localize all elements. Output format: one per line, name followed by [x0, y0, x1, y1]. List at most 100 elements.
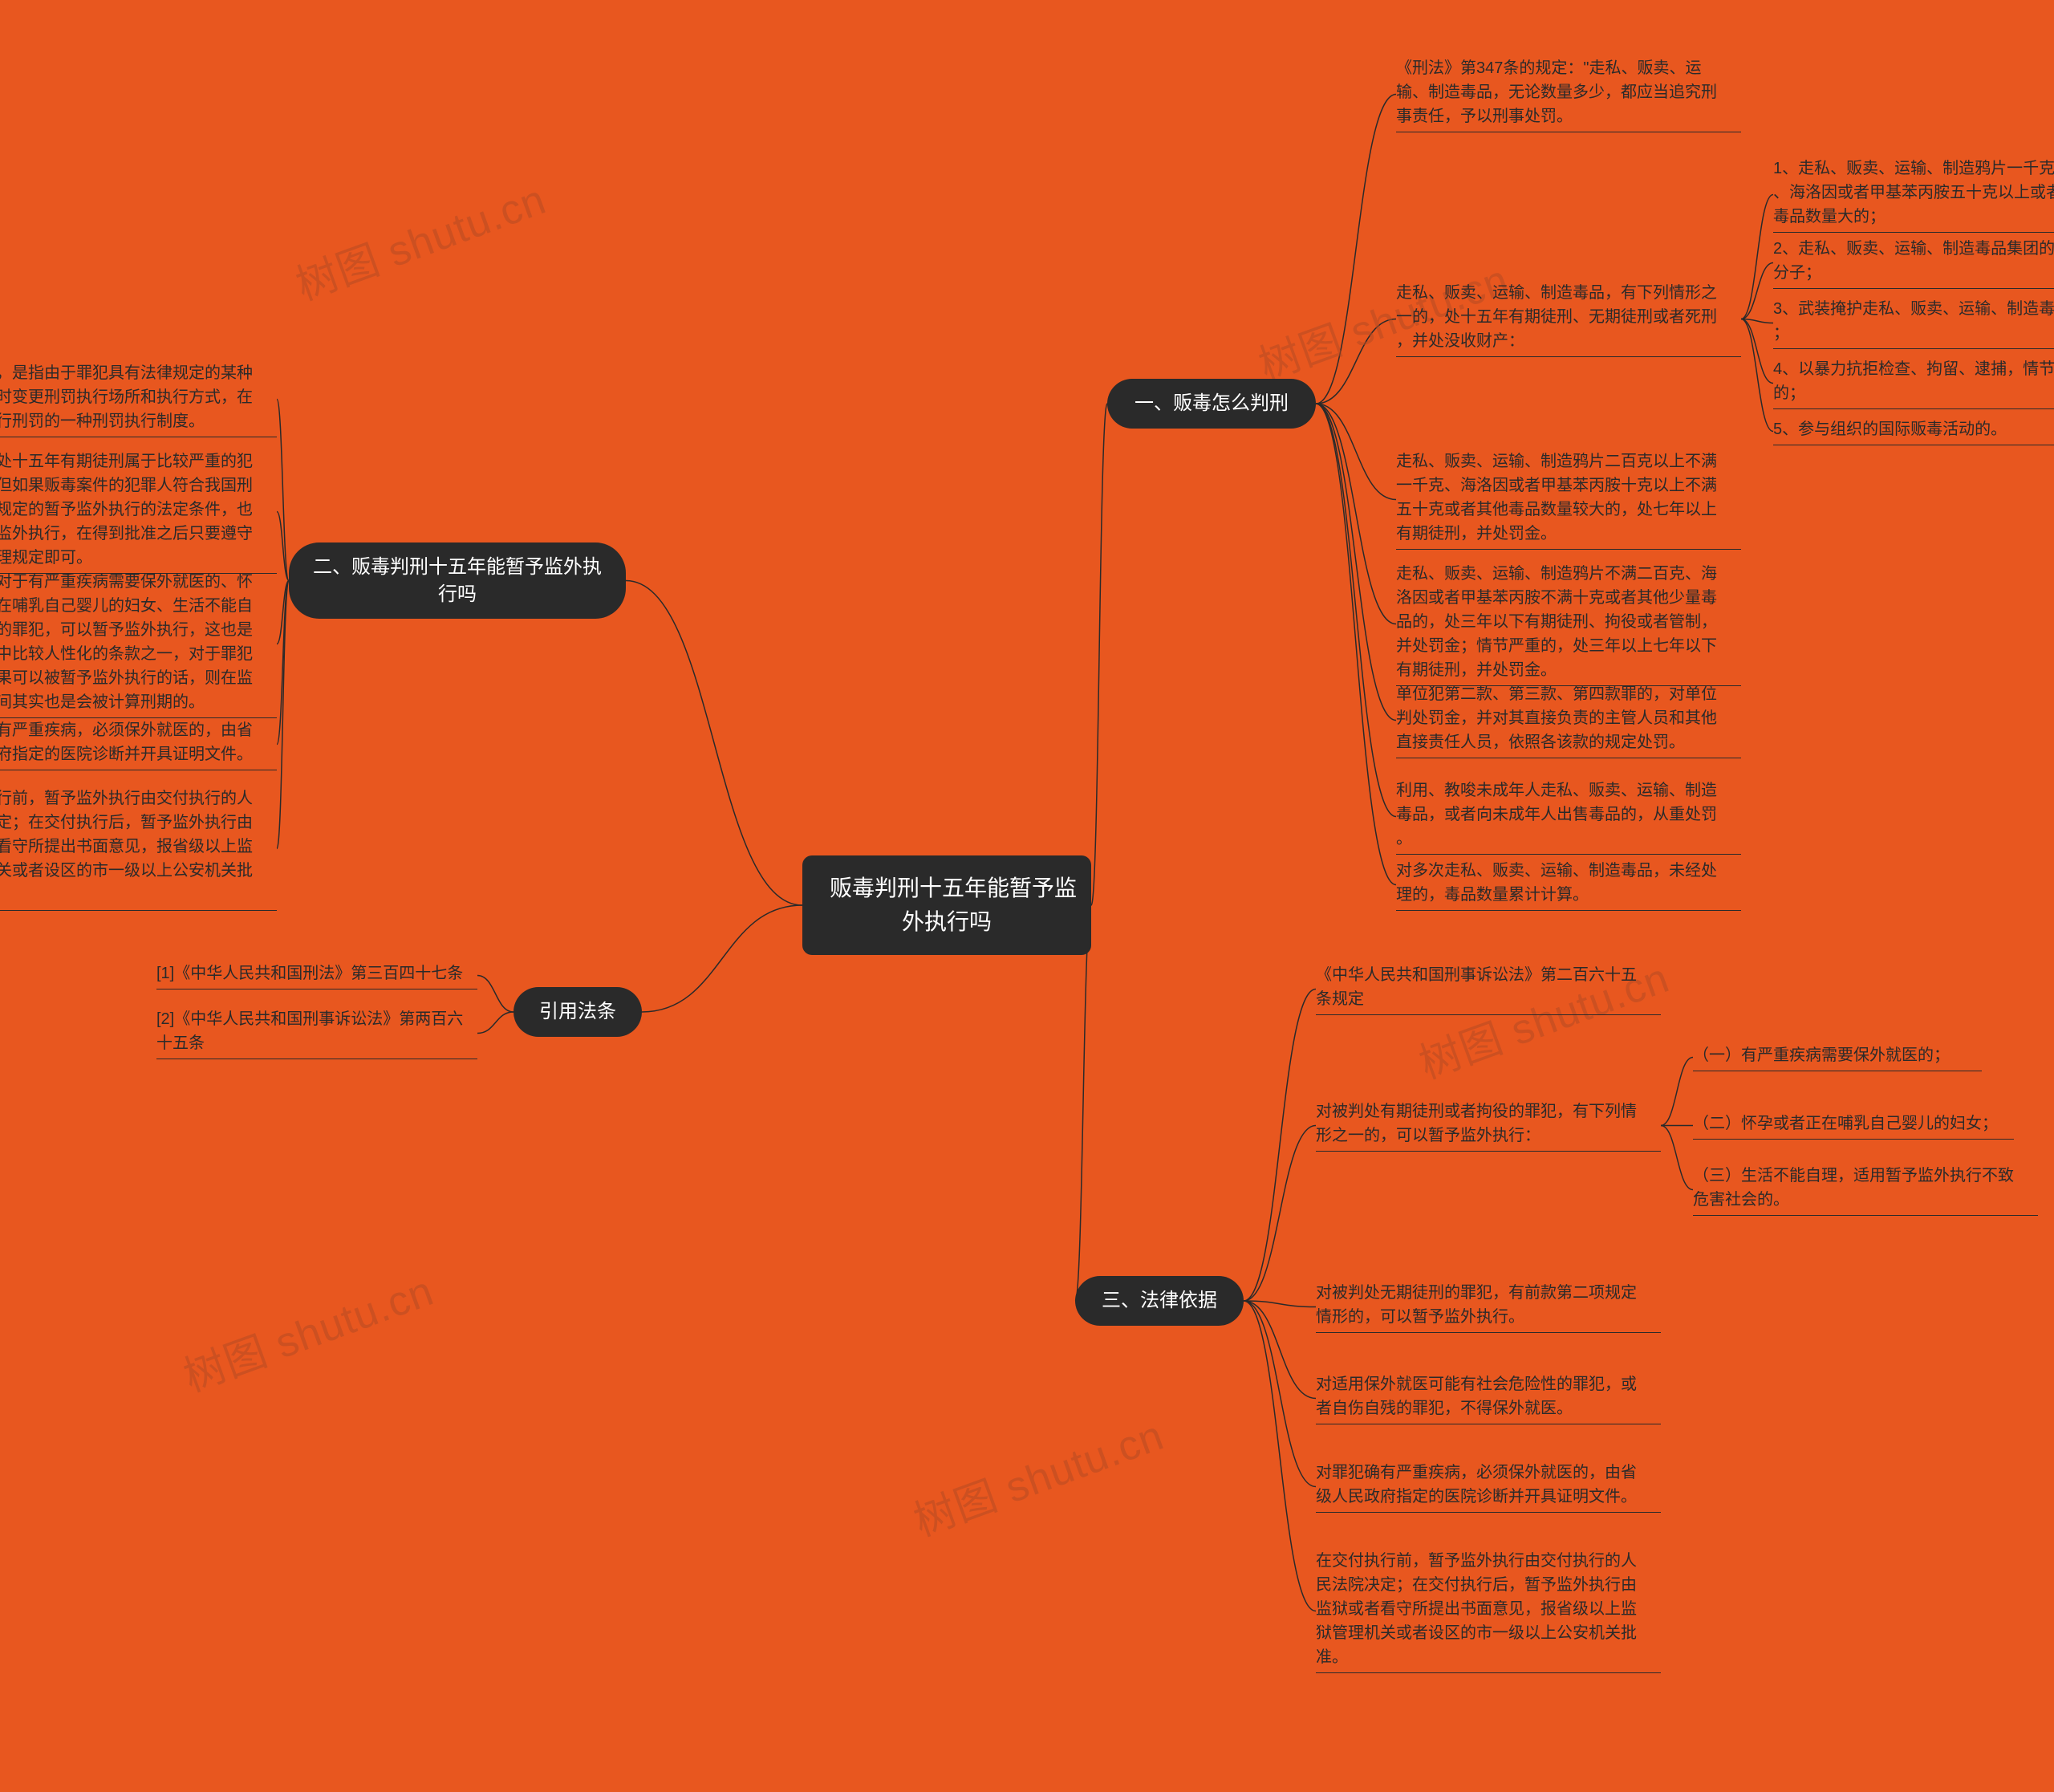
node-text: 并处罚金；情节严重的，处三年以上七年以下: [1396, 637, 1717, 655]
leaf-node[interactable]: 4、以暴力抗拒检查、拘留、逮捕，情节严重的；: [1773, 357, 2054, 409]
node-text: 准。: [1316, 1648, 1348, 1666]
node-text: 一、贩毒怎么判刑: [1135, 392, 1289, 414]
node-text: 引用法条: [539, 1001, 616, 1022]
watermark: 树图 shutu.cn: [904, 1402, 1171, 1548]
leaf-node[interactable]: 在交付执行前，暂予监外执行由交付执行的人民法院决定；在交付执行后，暂予监外执行由…: [1316, 1549, 1661, 1673]
node-text: 有期徒刑，并处罚金。: [1396, 525, 1557, 542]
node-text: 形之一的，可以暂予监外执行：: [1316, 1127, 1540, 1144]
node-text: 罪行为，但如果贩毒案件的犯罪人符合我国刑: [0, 477, 253, 494]
node-text: 外执行期间其实也是会被计算刑期的。: [0, 693, 205, 711]
leaf-node[interactable]: 在交付执行前，暂予监外执行由交付执行的人民法院决定；在交付执行后，暂予监外执行由…: [0, 786, 277, 911]
node-text: 利用、教唆未成年人走私、贩卖、运输、制造: [1396, 782, 1717, 799]
node-text: 情形的，可以暂予监外执行。: [1316, 1308, 1524, 1326]
node-text: 分子；: [1773, 264, 1821, 282]
leaf-node[interactable]: 单位犯第二款、第三款、第四款罪的，对单位判处罚金，并对其直接负责的主管人员和其他…: [1396, 682, 1741, 758]
node-text: 、海洛因或者甲基苯丙胺五十克以上或者其他: [1773, 184, 2054, 201]
node-text: 在交付执行前，暂予监外执行由交付执行的人: [0, 790, 253, 807]
node-text: 走私、贩卖、运输、制造鸦片二百克以上不满: [1396, 453, 1717, 470]
node-text: 相关的管理规定即可。: [0, 549, 92, 567]
branch-node[interactable]: 一、贩毒怎么判刑: [1107, 379, 1316, 429]
leaf-node[interactable]: 对罪犯确有严重疾病，必须保外就医的，由省级人民政府指定的医院诊断并开具证明文件。: [1316, 1461, 1661, 1513]
node-text: 民法院决定；在交付执行后，暂予监外执行由: [0, 814, 253, 831]
leaf-node[interactable]: [2]《中华人民共和国刑事诉讼法》第两百六十五条: [156, 1007, 477, 1059]
leaf-node[interactable]: 利用、教唆未成年人走私、贩卖、运输、制造毒品，或者向未成年人出售毒品的，从重处罚…: [1396, 778, 1741, 855]
node-text: 毒品，或者向未成年人出售毒品的，从重处罚: [1396, 806, 1717, 823]
node-text: 的；: [1773, 384, 1805, 402]
node-text: 对被判处无期徒刑的罪犯，有前款第二项规定: [1316, 1284, 1637, 1302]
leaf-node[interactable]: 对适用保外就医可能有社会危险性的罪犯，或者自伤自残的罪犯，不得保外就医。: [1316, 1372, 1661, 1424]
leaf-node[interactable]: 对罪犯确有严重疾病，必须保外就医的，由省级人民政府指定的医院诊断并开具证明文件。: [0, 718, 277, 770]
node-text: 走私、贩卖、运输、制造鸦片不满二百克、海: [1396, 565, 1717, 583]
node-text: 我国法律中比较人性化的条款之一，对于罪犯: [0, 645, 253, 663]
node-text: 洛因或者甲基苯丙胺不满十克或者其他少量毒: [1396, 589, 1717, 607]
node-text: （一）有严重疾病需要保外就医的；: [1693, 1046, 1950, 1064]
leaf-node[interactable]: 3、武装掩护走私、贩卖、运输、制造毒品的；: [1773, 297, 2054, 349]
leaf-node[interactable]: 走私、贩卖、运输、制造鸦片不满二百克、海洛因或者甲基苯丙胺不满十克或者其他少量毒…: [1396, 562, 1741, 686]
node-text: 民法院决定；在交付执行后，暂予监外执行由: [1316, 1576, 1637, 1594]
leaf-node[interactable]: 《中华人民共和国刑事诉讼法》第二百六十五条规定: [1316, 963, 1661, 1015]
mindmap-canvas: 树图 shutu.cn树图 shutu.cn树图 shutu.cn树图 shut…: [0, 0, 2054, 1792]
leaf-node[interactable]: 走私、贩卖、运输、制造鸦片二百克以上不满一千克、海洛因或者甲基苯丙胺十克以上不满…: [1396, 449, 1741, 550]
node-text: 理的，毒品数量累计计算。: [1396, 886, 1589, 904]
node-text: 对被判处有期徒刑或者拘役的罪犯，有下列情: [1316, 1103, 1637, 1120]
node-text: 直接责任人员，依照各该款的规定处罚。: [1396, 733, 1685, 751]
leaf-node[interactable]: （二）怀孕或者正在哺乳自己婴儿的妇女；: [1693, 1111, 2014, 1140]
node-text: 十五条: [156, 1034, 205, 1052]
leaf-node[interactable]: 2、走私、贩卖、运输、制造毒品集团的首要分子；: [1773, 237, 2054, 289]
node-text: 孕或者正在哺乳自己婴儿的妇女、生活不能自: [0, 597, 253, 615]
leaf-node[interactable]: 对被判处有期徒刑或者拘役的罪犯，有下列情形之一的，可以暂予监外执行：: [1316, 1099, 1661, 1152]
node-text: 狱管理机关或者设区的市一级以上公安机关批: [0, 862, 253, 880]
node-text: 1、走私、贩卖、运输、制造鸦片一千克以上: [1773, 160, 2054, 177]
node-text: 事责任，予以刑事处罚。: [1396, 108, 1573, 125]
leaf-node[interactable]: 贩毒被判处十五年有期徒刑属于比较严重的犯罪行为，但如果贩毒案件的犯罪人符合我国刑…: [0, 449, 277, 574]
branch-node[interactable]: 三、法律依据: [1075, 1276, 1244, 1326]
node-text: 输、制造毒品，无论数量多少，都应当追究刑: [1396, 83, 1717, 101]
node-text: 5、参与组织的国际贩毒活动的。: [1773, 421, 2007, 438]
node-text: 行吗: [438, 583, 477, 605]
node-text: ，并处没收财产：: [1396, 332, 1524, 350]
node-text: 法律规定对于有严重疾病需要保外就医的、怀: [0, 573, 253, 591]
leaf-node[interactable]: 走私、贩卖、运输、制造毒品，有下列情形之一的，处十五年有期徒刑、无期徒刑或者死刑…: [1396, 281, 1741, 357]
node-text: 条规定: [1316, 990, 1364, 1008]
leaf-node[interactable]: 对被判处无期徒刑的罪犯，有前款第二项规定情形的，可以暂予监外执行。: [1316, 1281, 1661, 1333]
leaf-node[interactable]: [1]《中华人民共和国刑法》第三百四十七条: [156, 961, 477, 989]
node-text: 监狱或者看守所提出书面意见，报省级以上监: [0, 838, 253, 855]
node-text: 《中华人民共和国刑事诉讼法》第二百六十五: [1316, 966, 1637, 984]
node-text: 监狱或者看守所提出书面意见，报省级以上监: [1316, 1600, 1637, 1618]
node-text: 对罪犯确有严重疾病，必须保外就医的，由省: [0, 721, 253, 739]
leaf-node[interactable]: 1、走私、贩卖、运输、制造鸦片一千克以上、海洛因或者甲基苯丙胺五十克以上或者其他…: [1773, 156, 2054, 233]
node-text: 毒品数量大的；: [1773, 208, 1886, 226]
node-text: （二）怀孕或者正在哺乳自己婴儿的妇女；: [1693, 1115, 1998, 1132]
node-text: 在交付执行前，暂予监外执行由交付执行的人: [1316, 1552, 1637, 1570]
leaf-node[interactable]: （三）生活不能自理，适用暂予监外执行不致危害社会的。: [1693, 1164, 2038, 1216]
node-text: 对适用保外就医可能有社会危险性的罪犯，或: [1316, 1375, 1637, 1393]
node-text: 判处罚金，并对其直接负责的主管人员和其他: [1396, 709, 1717, 727]
root-node[interactable]: 贩毒判刑十五年能暂予监外执行吗: [802, 855, 1091, 955]
leaf-node[interactable]: 法律规定对于有严重疾病需要保外就医的、怀孕或者正在哺乳自己婴儿的妇女、生活不能自…: [0, 570, 277, 718]
node-text: 三、法律依据: [1102, 1290, 1217, 1311]
branch-node[interactable]: 引用法条: [514, 987, 642, 1037]
node-text: 狱管理机关或者设区的市一级以上公安机关批: [1316, 1624, 1637, 1642]
node-text: ；: [1773, 324, 1789, 342]
node-text: 有期徒刑，并处罚金。: [1396, 661, 1557, 679]
node-text: 外执行吗: [902, 909, 992, 934]
leaf-node[interactable]: （一）有严重疾病需要保外就医的；: [1693, 1043, 1982, 1071]
watermark: 树图 shutu.cn: [286, 166, 553, 312]
node-text: 单位犯第二款、第三款、第四款罪的，对单位: [1396, 685, 1717, 703]
node-text: 者自伤自残的罪犯，不得保外就医。: [1316, 1400, 1573, 1417]
watermark: 树图 shutu.cn: [174, 1258, 440, 1404]
leaf-node[interactable]: 监外执行，是指由于罪犯具有法律规定的某种情况而暂时变更刑罚执行场所和执行方式，在…: [0, 361, 277, 437]
node-text: [1]《中华人民共和国刑法》第三百四十七条: [156, 965, 463, 982]
leaf-node[interactable]: 5、参与组织的国际贩毒活动的。: [1773, 417, 2054, 445]
node-text: 监狱外执行刑罚的一种刑罚执行制度。: [0, 412, 205, 430]
node-text: 2、走私、贩卖、运输、制造毒品集团的首要: [1773, 240, 2054, 258]
node-text: 走私、贩卖、运输、制造毒品，有下列情形之: [1396, 284, 1717, 302]
branch-node[interactable]: 二、贩毒判刑十五年能暂予监外执行吗: [289, 542, 626, 619]
leaf-node[interactable]: 对多次走私、贩卖、运输、制造毒品，未经处理的，毒品数量累计计算。: [1396, 859, 1741, 911]
leaf-node[interactable]: 《刑法》第347条的规定："走私、贩卖、运输、制造毒品，无论数量多少，都应当追究…: [1396, 56, 1741, 132]
node-text: 贩毒判刑十五年能暂予监: [830, 876, 1077, 900]
node-text: 级人民政府指定的医院诊断并开具证明文件。: [0, 746, 253, 763]
node-text: 贩毒被判处十五年有期徒刑属于比较严重的犯: [0, 453, 253, 470]
node-text: 危害社会的。: [1693, 1191, 1789, 1209]
node-text: 理等情况的罪犯，可以暂予监外执行，这也是: [0, 621, 253, 639]
